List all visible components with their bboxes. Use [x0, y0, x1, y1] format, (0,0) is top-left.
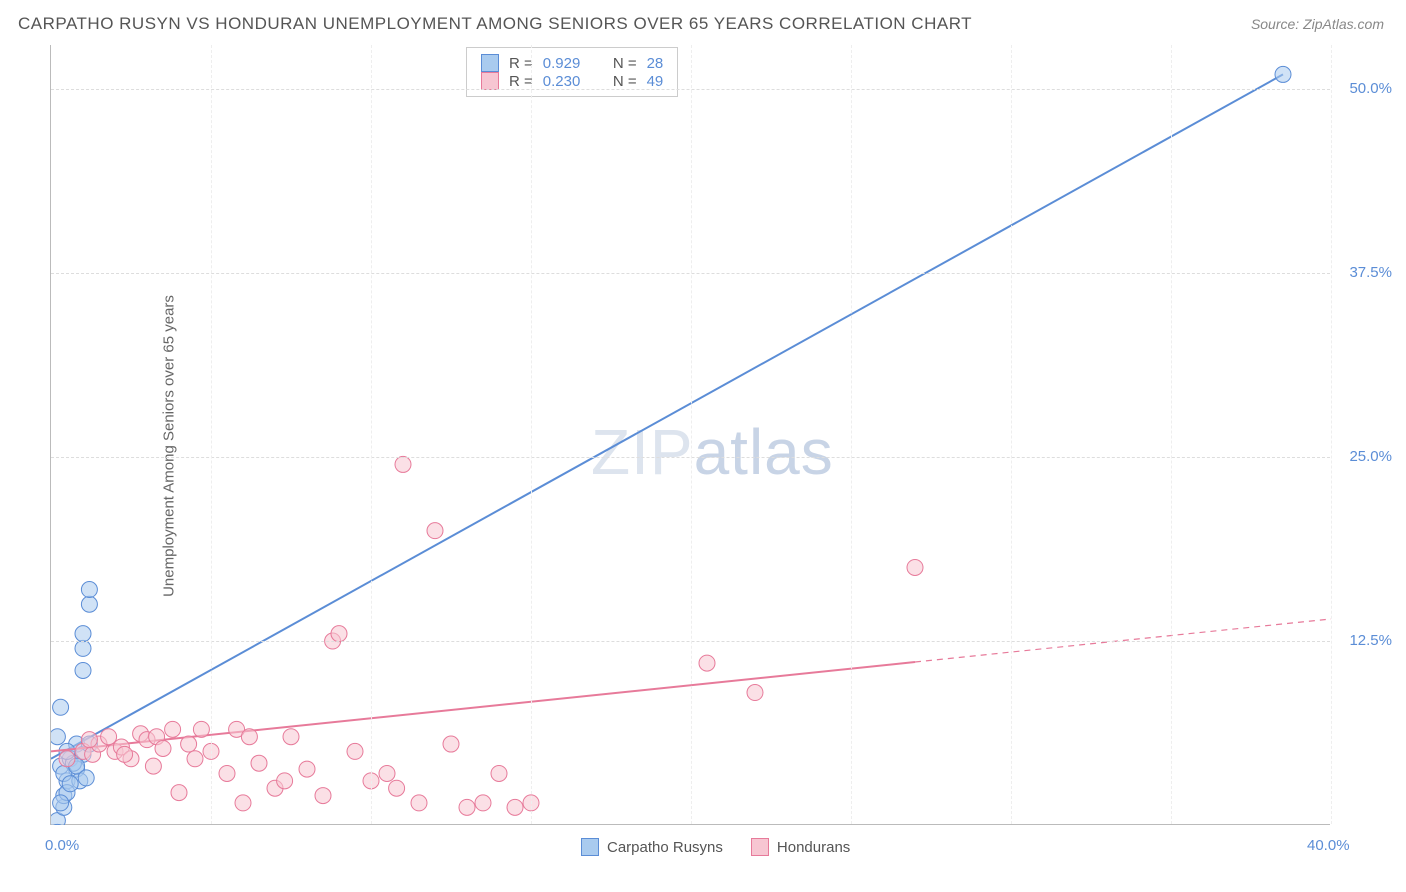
r-label: R = — [509, 55, 533, 72]
vgridline — [211, 45, 212, 824]
vgridline — [851, 45, 852, 824]
r-label: R = — [509, 73, 533, 90]
legend-stat-row: R = 0.929 N = 28 — [481, 54, 663, 72]
swatch-icon — [481, 72, 499, 90]
swatch-icon — [751, 838, 769, 856]
legend-item: Carpatho Rusyns — [581, 838, 723, 856]
n-label: N = — [613, 55, 637, 72]
swatch-icon — [481, 54, 499, 72]
vgridline — [691, 45, 692, 824]
vgridline — [1011, 45, 1012, 824]
r-value: 0.230 — [543, 73, 581, 90]
source-label: Source: ZipAtlas.com — [1251, 16, 1384, 32]
y-tick-label: 37.5% — [1349, 264, 1392, 281]
vgridline — [1331, 45, 1332, 824]
x-tick-label: 40.0% — [1307, 837, 1350, 854]
legend-label: Hondurans — [777, 839, 850, 856]
y-tick-label: 12.5% — [1349, 632, 1392, 649]
n-label: N = — [613, 73, 637, 90]
x-tick-label: 0.0% — [45, 837, 79, 854]
y-tick-label: 50.0% — [1349, 80, 1392, 97]
n-value: 28 — [647, 55, 664, 72]
r-value: 0.929 — [543, 55, 581, 72]
vgridline — [1171, 45, 1172, 824]
legend-stat-row: R = 0.230 N = 49 — [481, 72, 663, 90]
legend-item: Hondurans — [751, 838, 850, 856]
vgridline — [371, 45, 372, 824]
chart-title: CARPATHO RUSYN VS HONDURAN UNEMPLOYMENT … — [18, 14, 972, 34]
swatch-icon — [581, 838, 599, 856]
n-value: 49 — [647, 73, 664, 90]
plot-area: ZIPatlas R = 0.929 N = 28R = 0.230 N = 4… — [50, 45, 1330, 825]
y-tick-label: 25.0% — [1349, 448, 1392, 465]
vgridline — [531, 45, 532, 824]
legend-bottom: Carpatho Rusyns Hondurans — [581, 838, 850, 856]
legend-label: Carpatho Rusyns — [607, 839, 723, 856]
